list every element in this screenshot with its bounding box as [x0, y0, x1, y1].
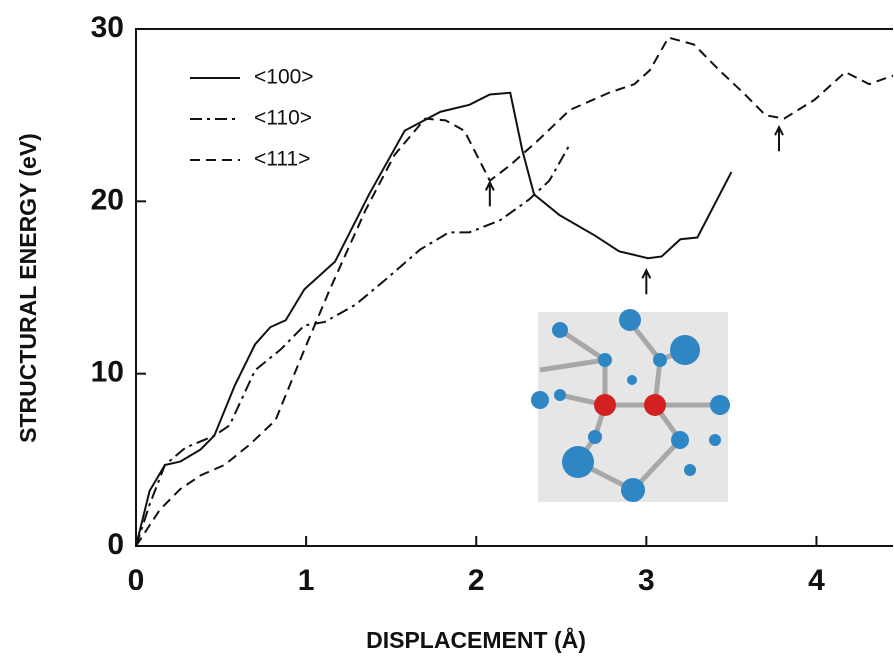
plot-frame: [135, 28, 893, 547]
legend-label: <100>: [254, 66, 314, 89]
legend-label: <111>: [254, 148, 310, 171]
y-axis-title: STRUCTURAL ENERGY (eV): [15, 133, 41, 443]
x-tick-label: 3: [638, 564, 655, 597]
series-line: [135, 91, 733, 547]
arrow: [484, 180, 495, 207]
inset-atom-red: [644, 394, 666, 416]
y-tick-label: 10: [91, 356, 124, 389]
inset-structure: [531, 309, 730, 502]
x-tick-label: 1: [298, 564, 315, 597]
x-axis-title: DISPLACEMENT (Å): [366, 626, 586, 653]
y-tick-label: 20: [91, 183, 124, 216]
inset-atom-red: [594, 394, 616, 416]
x-tick-label: 4: [808, 564, 825, 597]
arrow: [774, 124, 784, 152]
x-tick-label: 2: [468, 564, 485, 597]
arrow: [641, 268, 652, 295]
y-tick-label: 30: [91, 11, 124, 44]
legend-label: <110>: [254, 107, 312, 130]
y-tick-label: 0: [107, 528, 124, 561]
x-tick-label: 0: [128, 564, 145, 597]
inset-atoms: [531, 309, 730, 502]
series-line: [135, 143, 571, 547]
